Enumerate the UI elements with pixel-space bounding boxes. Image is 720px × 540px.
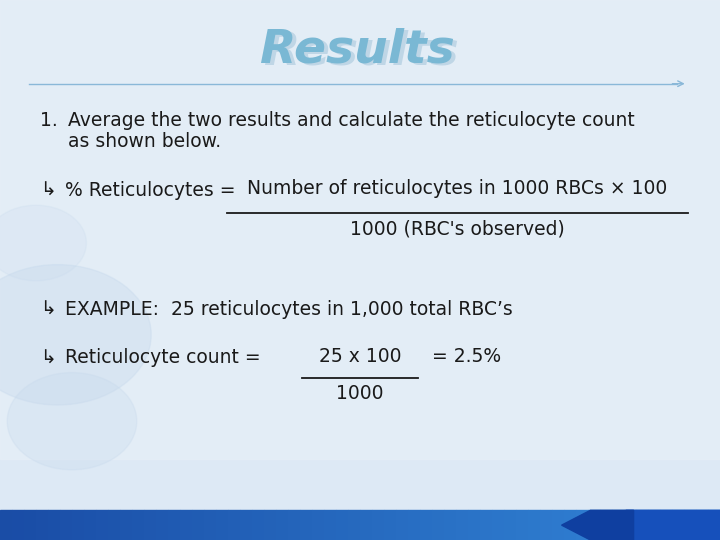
- Circle shape: [0, 205, 86, 281]
- Bar: [552, 510, 564, 540]
- Polygon shape: [590, 510, 720, 540]
- Bar: [408, 510, 420, 540]
- Text: Number of reticulocytes in 1000 RBCs × 100: Number of reticulocytes in 1000 RBCs × 1…: [247, 179, 667, 198]
- Bar: [516, 510, 528, 540]
- Text: 1.: 1.: [40, 111, 58, 130]
- Bar: [24, 510, 36, 540]
- Bar: [204, 510, 216, 540]
- Text: ↳: ↳: [40, 181, 55, 200]
- Bar: [240, 510, 252, 540]
- Bar: [504, 510, 516, 540]
- Text: Results: Results: [261, 28, 455, 73]
- Text: ↳: ↳: [40, 300, 55, 319]
- Bar: [468, 510, 480, 540]
- Bar: [576, 510, 588, 540]
- Bar: [372, 510, 384, 540]
- Bar: [144, 510, 156, 540]
- Text: 1000: 1000: [336, 384, 384, 403]
- Bar: [300, 510, 312, 540]
- Text: Reticulocyte count =: Reticulocyte count =: [65, 348, 261, 367]
- Bar: [228, 510, 240, 540]
- Bar: [168, 510, 180, 540]
- Bar: [600, 510, 612, 540]
- Bar: [312, 510, 324, 540]
- Text: Results: Results: [264, 30, 459, 75]
- Bar: [336, 510, 348, 540]
- Bar: [528, 510, 540, 540]
- Bar: [36, 510, 48, 540]
- Bar: [108, 510, 120, 540]
- Bar: [480, 510, 492, 540]
- Bar: [564, 510, 576, 540]
- Polygon shape: [562, 510, 634, 540]
- Bar: [360, 510, 372, 540]
- Bar: [492, 510, 504, 540]
- Bar: [84, 510, 96, 540]
- Bar: [696, 510, 708, 540]
- Bar: [120, 510, 132, 540]
- Bar: [684, 510, 696, 540]
- Text: % Reticulocytes =: % Reticulocytes =: [65, 181, 241, 200]
- Text: Average the two results and calculate the reticulocyte count: Average the two results and calculate th…: [68, 111, 635, 130]
- Bar: [288, 510, 300, 540]
- Text: 25 x 100: 25 x 100: [319, 347, 401, 366]
- Bar: [12, 510, 24, 540]
- Bar: [588, 510, 600, 540]
- Bar: [252, 510, 264, 540]
- Bar: [636, 510, 648, 540]
- Bar: [660, 510, 672, 540]
- Bar: [48, 510, 60, 540]
- Bar: [456, 510, 468, 540]
- Bar: [264, 510, 276, 540]
- Bar: [192, 510, 204, 540]
- Bar: [180, 510, 192, 540]
- Bar: [276, 510, 288, 540]
- Bar: [156, 510, 168, 540]
- Text: 1000 (RBC's observed): 1000 (RBC's observed): [350, 220, 564, 239]
- Bar: [0, 510, 12, 540]
- Bar: [708, 510, 720, 540]
- Text: as shown below.: as shown below.: [68, 132, 222, 151]
- Bar: [612, 510, 624, 540]
- Bar: [624, 510, 636, 540]
- Bar: [324, 510, 336, 540]
- Bar: [540, 510, 552, 540]
- Text: EXAMPLE:  25 reticulocytes in 1,000 total RBC’s: EXAMPLE: 25 reticulocytes in 1,000 total…: [65, 300, 513, 319]
- Bar: [216, 510, 228, 540]
- Bar: [672, 510, 684, 540]
- Bar: [72, 510, 84, 540]
- Text: = 2.5%: = 2.5%: [432, 347, 501, 366]
- Circle shape: [7, 373, 137, 470]
- Bar: [648, 510, 660, 540]
- Bar: [420, 510, 432, 540]
- Circle shape: [0, 265, 151, 405]
- Bar: [96, 510, 108, 540]
- Bar: [60, 510, 72, 540]
- Bar: [432, 510, 444, 540]
- Bar: [348, 510, 360, 540]
- Bar: [384, 510, 396, 540]
- Bar: [396, 510, 408, 540]
- Bar: [444, 510, 456, 540]
- Bar: [0, 0, 720, 459]
- Bar: [132, 510, 144, 540]
- Text: ↳: ↳: [40, 348, 55, 367]
